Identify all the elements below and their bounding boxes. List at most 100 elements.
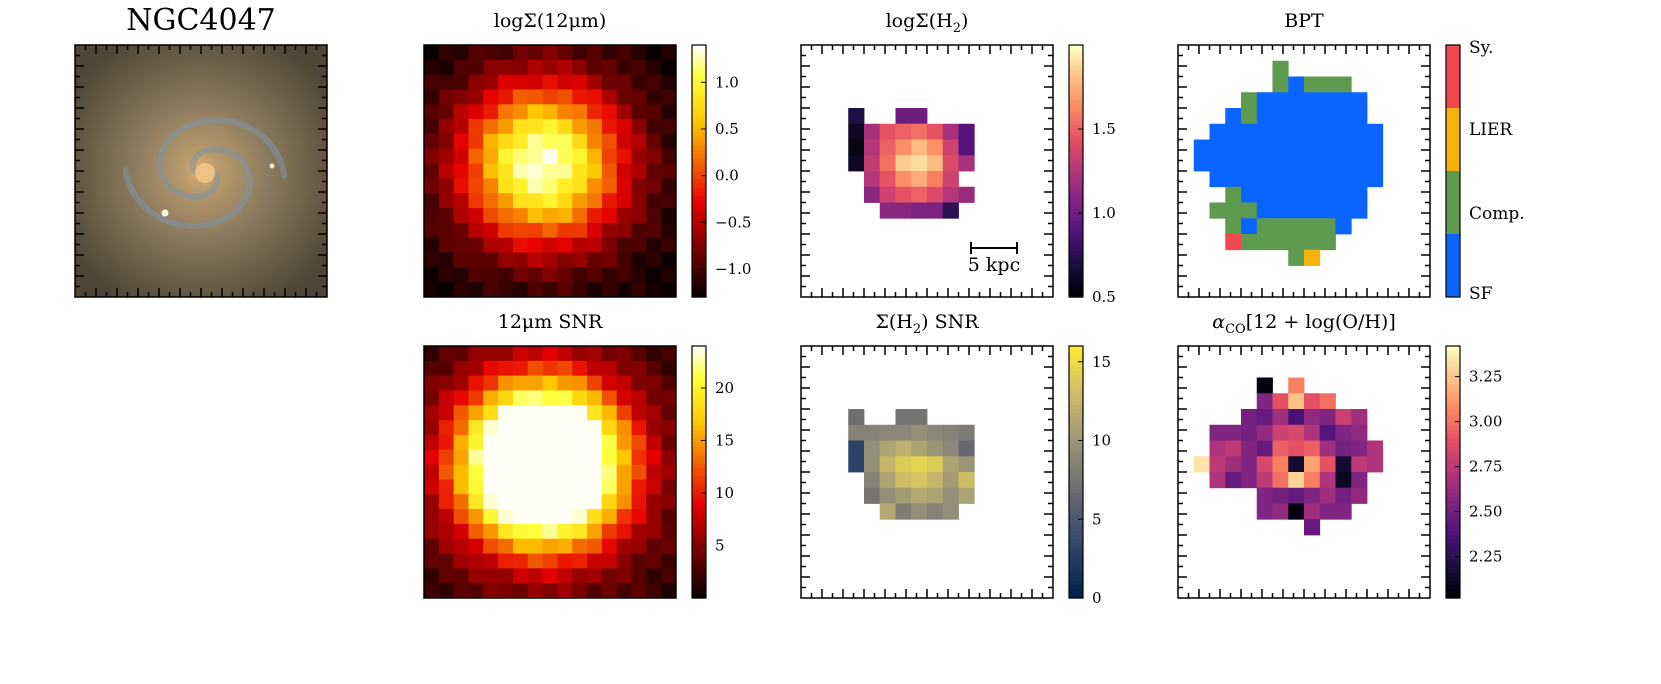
colorbar-segment xyxy=(692,255,706,260)
heatmap-cell xyxy=(527,360,543,377)
colorbar-segment xyxy=(692,82,706,88)
heatmap-cell xyxy=(911,108,928,125)
panel-title: logΣ(12μm) xyxy=(494,10,606,32)
colorbar-segment xyxy=(1446,455,1460,460)
heatmap-cell xyxy=(616,252,632,268)
heatmap-cell xyxy=(527,178,543,194)
heatmap-cell xyxy=(911,487,928,504)
galaxy-core xyxy=(195,163,215,183)
heatmap-cell xyxy=(572,568,588,584)
heatmap-cell xyxy=(424,479,440,495)
heatmap-cell xyxy=(468,449,484,465)
heatmap-cell xyxy=(895,123,912,140)
heatmap-cell xyxy=(572,479,588,495)
heatmap-cell xyxy=(661,346,677,362)
heatmap-cell xyxy=(483,464,499,480)
heatmap-cell xyxy=(631,222,647,239)
heatmap-cell xyxy=(483,178,499,194)
heatmap-cell xyxy=(601,59,618,76)
colorbar-segment xyxy=(692,145,706,151)
heatmap-cell xyxy=(895,171,912,188)
heatmap-cell xyxy=(572,360,588,377)
heatmap-cell xyxy=(1256,440,1273,457)
heatmap-cell xyxy=(557,133,573,150)
heatmap-cell xyxy=(438,222,455,239)
colorbar-segment xyxy=(1446,367,1460,372)
colorbar-segment xyxy=(692,463,706,469)
heatmap-cell xyxy=(616,538,632,554)
heatmap-cell xyxy=(572,178,588,194)
heatmap-cell xyxy=(498,222,514,239)
colorbar-segment xyxy=(1069,57,1083,63)
heatmap-cell xyxy=(1288,472,1305,489)
heatmap-cell xyxy=(438,420,455,436)
colorbar-segment xyxy=(1069,425,1083,431)
heatmap-cell xyxy=(1241,472,1258,489)
heatmap-cell xyxy=(572,163,588,179)
heatmap-cell xyxy=(616,163,632,179)
colorbar-segment xyxy=(692,259,706,264)
heatmap-cell xyxy=(453,449,469,465)
heatmap-cell xyxy=(601,193,618,209)
colorbar-segment xyxy=(692,522,706,528)
panel-frame xyxy=(423,345,677,599)
heatmap-cell xyxy=(453,148,469,164)
bpt-colorbar-segment xyxy=(1446,234,1460,297)
heatmap-cell xyxy=(942,424,959,441)
bpt-cell xyxy=(1256,218,1336,235)
heatmap-cell xyxy=(1256,409,1273,426)
colorbar-tick-label: 1.0 xyxy=(1092,204,1116,222)
heatmap-cell xyxy=(1256,472,1273,489)
heatmap-cell xyxy=(572,74,588,90)
heatmap-cell xyxy=(1367,456,1384,473)
colorbar-segment xyxy=(692,103,706,109)
heatmap-cell xyxy=(572,583,588,599)
bpt-cell xyxy=(1256,202,1368,219)
heatmap-cell xyxy=(616,74,632,90)
heatmap-cell xyxy=(512,420,529,436)
heatmap-cell xyxy=(424,568,440,584)
colorbar-segment xyxy=(1446,476,1460,481)
heatmap-cell xyxy=(483,523,499,540)
colorbar-segment xyxy=(692,581,706,586)
heatmap-cell xyxy=(468,538,484,554)
heatmap-cell xyxy=(631,360,647,377)
colorbar-segment xyxy=(1069,404,1083,410)
heatmap-cell xyxy=(468,360,484,377)
heatmap-cell xyxy=(527,420,543,436)
heatmap-cell xyxy=(1304,519,1321,536)
colorbar-segment xyxy=(1446,467,1460,473)
heatmap-cell xyxy=(438,163,455,179)
heatmap-cell xyxy=(453,509,469,525)
heatmap-cell xyxy=(483,479,499,495)
heatmap-cell xyxy=(512,74,529,90)
colorbar-segment xyxy=(1069,568,1083,574)
colorbar-segment xyxy=(692,213,706,218)
heatmap-cell xyxy=(512,282,529,298)
colorbar-segment xyxy=(692,383,706,389)
heatmap-cell xyxy=(424,74,440,90)
heatmap-cell xyxy=(424,405,440,421)
heatmap-cell xyxy=(438,252,455,268)
colorbar-segment xyxy=(1446,392,1460,397)
heatmap-cell xyxy=(895,139,912,156)
heatmap-cell xyxy=(468,119,484,135)
colorbar-segment xyxy=(1069,116,1083,122)
colorbar-segment xyxy=(692,70,706,75)
colorbar-segment xyxy=(692,480,706,486)
colorbar-segment xyxy=(1069,154,1083,159)
heatmap-cell xyxy=(527,193,543,209)
heatmap-cell xyxy=(1288,487,1305,504)
colorbar-segment xyxy=(1069,518,1083,523)
heatmap-cell xyxy=(572,523,588,540)
heatmap-cell xyxy=(542,133,558,150)
heatmap-cell xyxy=(631,148,647,164)
heatmap-cell xyxy=(1272,472,1289,489)
heatmap-cell xyxy=(468,45,484,61)
colorbar-segment xyxy=(1446,593,1460,599)
heatmap-cell xyxy=(453,193,469,209)
heatmap-cell xyxy=(483,494,499,510)
heatmap-cell xyxy=(631,346,647,362)
heatmap-cell xyxy=(616,267,632,283)
colorbar-segment xyxy=(1069,514,1083,519)
